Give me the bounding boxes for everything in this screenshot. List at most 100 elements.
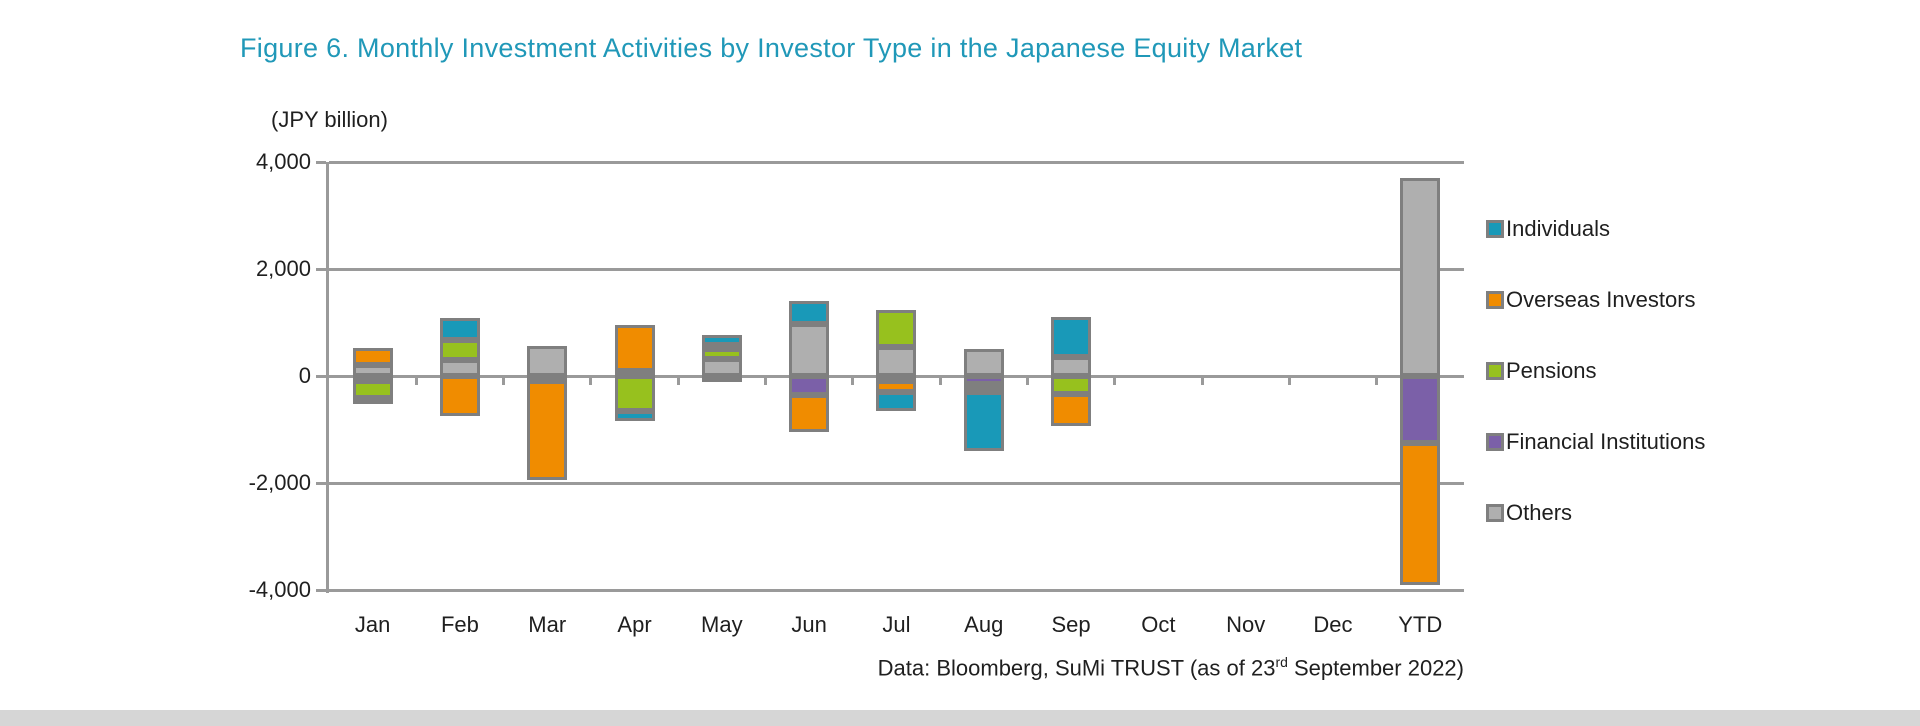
y-axis-tick — [316, 481, 326, 485]
bar-segment-individuals-feb — [439, 318, 480, 341]
bar-segment-overseas-investors-jun — [789, 394, 830, 433]
legend-item-others: Others — [1486, 500, 1705, 526]
bar-segment-financial-institutions-ytd — [1400, 376, 1441, 443]
bar-segment-pensions-feb — [439, 340, 480, 361]
legend-swatch-icon — [1486, 220, 1504, 238]
x-axis-label-nov: Nov — [1226, 612, 1266, 637]
bar-segment-financial-institutions-jan — [352, 376, 393, 382]
y-axis-tick-label: 0 — [298, 363, 311, 388]
legend-swatch-icon — [1486, 433, 1504, 451]
bar-segment-others-aug — [963, 349, 1004, 376]
bar-segment-others-mar — [527, 345, 568, 376]
y-axis-tick — [316, 267, 326, 271]
x-axis-label-jan: Jan — [354, 612, 391, 637]
legend-item-individuals: Individuals — [1486, 216, 1705, 242]
legend-label: Individuals — [1506, 216, 1610, 241]
legend-item-overseas-investors: Overseas Investors — [1486, 287, 1705, 313]
source-superscript: rd — [1275, 654, 1288, 670]
bar-segment-pensions-jan — [352, 381, 393, 399]
legend-label: Overseas Investors — [1506, 287, 1696, 312]
x-axis-tick — [414, 376, 418, 385]
bar-segment-others-ytd — [1400, 178, 1441, 376]
chart-title: Figure 6. Monthly Investment Activities … — [240, 33, 1303, 63]
x-axis-label-oct: Oct — [1141, 612, 1176, 637]
source-note: Data: Bloomberg, SuMi TRUST (as of 23rd … — [878, 654, 1464, 681]
y-axis-unit-label: (JPY billion) — [271, 107, 388, 132]
bar-segment-financial-institutions-aug — [963, 376, 1004, 385]
x-axis-tick — [502, 376, 506, 385]
x-axis-tick — [1287, 376, 1291, 385]
x-axis-tick — [1375, 376, 1379, 385]
source-text-suffix: September 2022) — [1287, 655, 1464, 681]
bar-segment-individuals-aug — [963, 392, 1004, 451]
bar-segment-overseas-investors-jan — [352, 348, 393, 366]
source-text: Data: Bloomberg, SuMi TRUST (as of 23 — [877, 655, 1276, 681]
bar-segment-financial-institutions-may — [701, 376, 742, 382]
y-axis-tick — [316, 374, 326, 378]
legend-item-financial-institutions: Financial Institutions — [1486, 429, 1705, 455]
bar-segment-overseas-investors-jul — [876, 380, 917, 392]
y-axis-tick — [316, 588, 326, 592]
legend-swatch-icon — [1486, 291, 1504, 309]
bar-segment-others-jul — [876, 346, 917, 376]
x-axis-label-apr: Apr — [617, 612, 652, 637]
bar-segment-others-feb — [439, 360, 480, 376]
bar-segment-pensions-jul — [876, 310, 917, 347]
bar-segment-financial-institutions-jul — [876, 376, 917, 382]
legend-label: Pensions — [1506, 358, 1597, 383]
x-axis-label-dec: Dec — [1313, 612, 1353, 637]
x-axis-label-may: May — [701, 612, 743, 637]
x-axis-label-jun: Jun — [791, 612, 827, 637]
legend-swatch-icon — [1486, 504, 1504, 522]
bar-segment-others-sep — [1051, 357, 1092, 376]
x-axis-label-mar: Mar — [528, 612, 567, 637]
gridline — [329, 267, 1464, 271]
bar-segment-overseas-investors-may — [701, 345, 742, 352]
bar-segment-pensions-apr — [614, 376, 655, 411]
legend: Individuals Overseas Investors Pensions Fin… — [1486, 216, 1705, 526]
y-axis-tick-label: 2,000 — [255, 256, 311, 281]
bar-segment-overseas-investors-mar — [527, 380, 568, 481]
bar-segment-others-jan — [352, 365, 393, 376]
x-axis-label-sep: Sep — [1051, 612, 1091, 637]
bottom-border-strip — [0, 710, 1920, 726]
x-axis-label-ytd: YTD — [1398, 612, 1443, 637]
x-axis-tick — [676, 376, 680, 385]
x-axis-tick — [938, 376, 942, 385]
x-axis-tick — [589, 376, 593, 385]
bar-segment-individuals-jul — [876, 391, 917, 411]
gridline — [329, 481, 1464, 485]
bar-segment-overseas-investors-feb — [439, 376, 480, 416]
bar-segment-individuals-jan — [352, 398, 393, 405]
bar-segment-overseas-investors-sep — [1051, 394, 1092, 426]
bar-segment-individuals-apr — [614, 410, 655, 421]
bar-segment-others-jun — [789, 323, 830, 376]
y-axis-tick-label: -4,000 — [248, 577, 311, 602]
bar-segment-overseas-investors-ytd — [1400, 442, 1441, 585]
bar-segment-others-may — [701, 359, 742, 376]
legend-label: Financial Institutions — [1506, 429, 1706, 454]
x-axis-tick — [1113, 376, 1117, 385]
bar-segment-others-apr — [614, 371, 655, 378]
bar-segment-financial-institutions-jun — [789, 376, 830, 395]
bar-segment-individuals-may — [701, 335, 742, 346]
x-axis-label-jul: Jul — [882, 612, 911, 637]
x-axis-tick — [764, 376, 767, 385]
x-axis-tick — [1025, 376, 1029, 385]
gridline — [329, 160, 1464, 164]
legend-swatch-icon — [1486, 362, 1504, 380]
plot-area: 4,000 2,000 0 -2,000 -4,000 Jan Feb Mar Apr May Ju… — [249, 149, 1464, 637]
legend-item-pensions: Pensions — [1486, 358, 1705, 384]
bar-segment-financial-institutions-mar — [527, 376, 568, 382]
y-axis-tick-label: -2,000 — [248, 470, 311, 495]
y-axis-line — [326, 162, 329, 593]
x-axis-label-feb: Feb — [440, 612, 479, 637]
legend-label: Others — [1506, 500, 1573, 525]
bar-segment-overseas-investors-apr — [614, 325, 655, 372]
y-axis-tick-label: 4,000 — [255, 149, 311, 174]
gridline — [329, 588, 1464, 592]
x-axis-label-aug: Aug — [964, 612, 1004, 637]
x-axis-tick — [851, 376, 855, 385]
y-axis-tick — [316, 160, 326, 164]
